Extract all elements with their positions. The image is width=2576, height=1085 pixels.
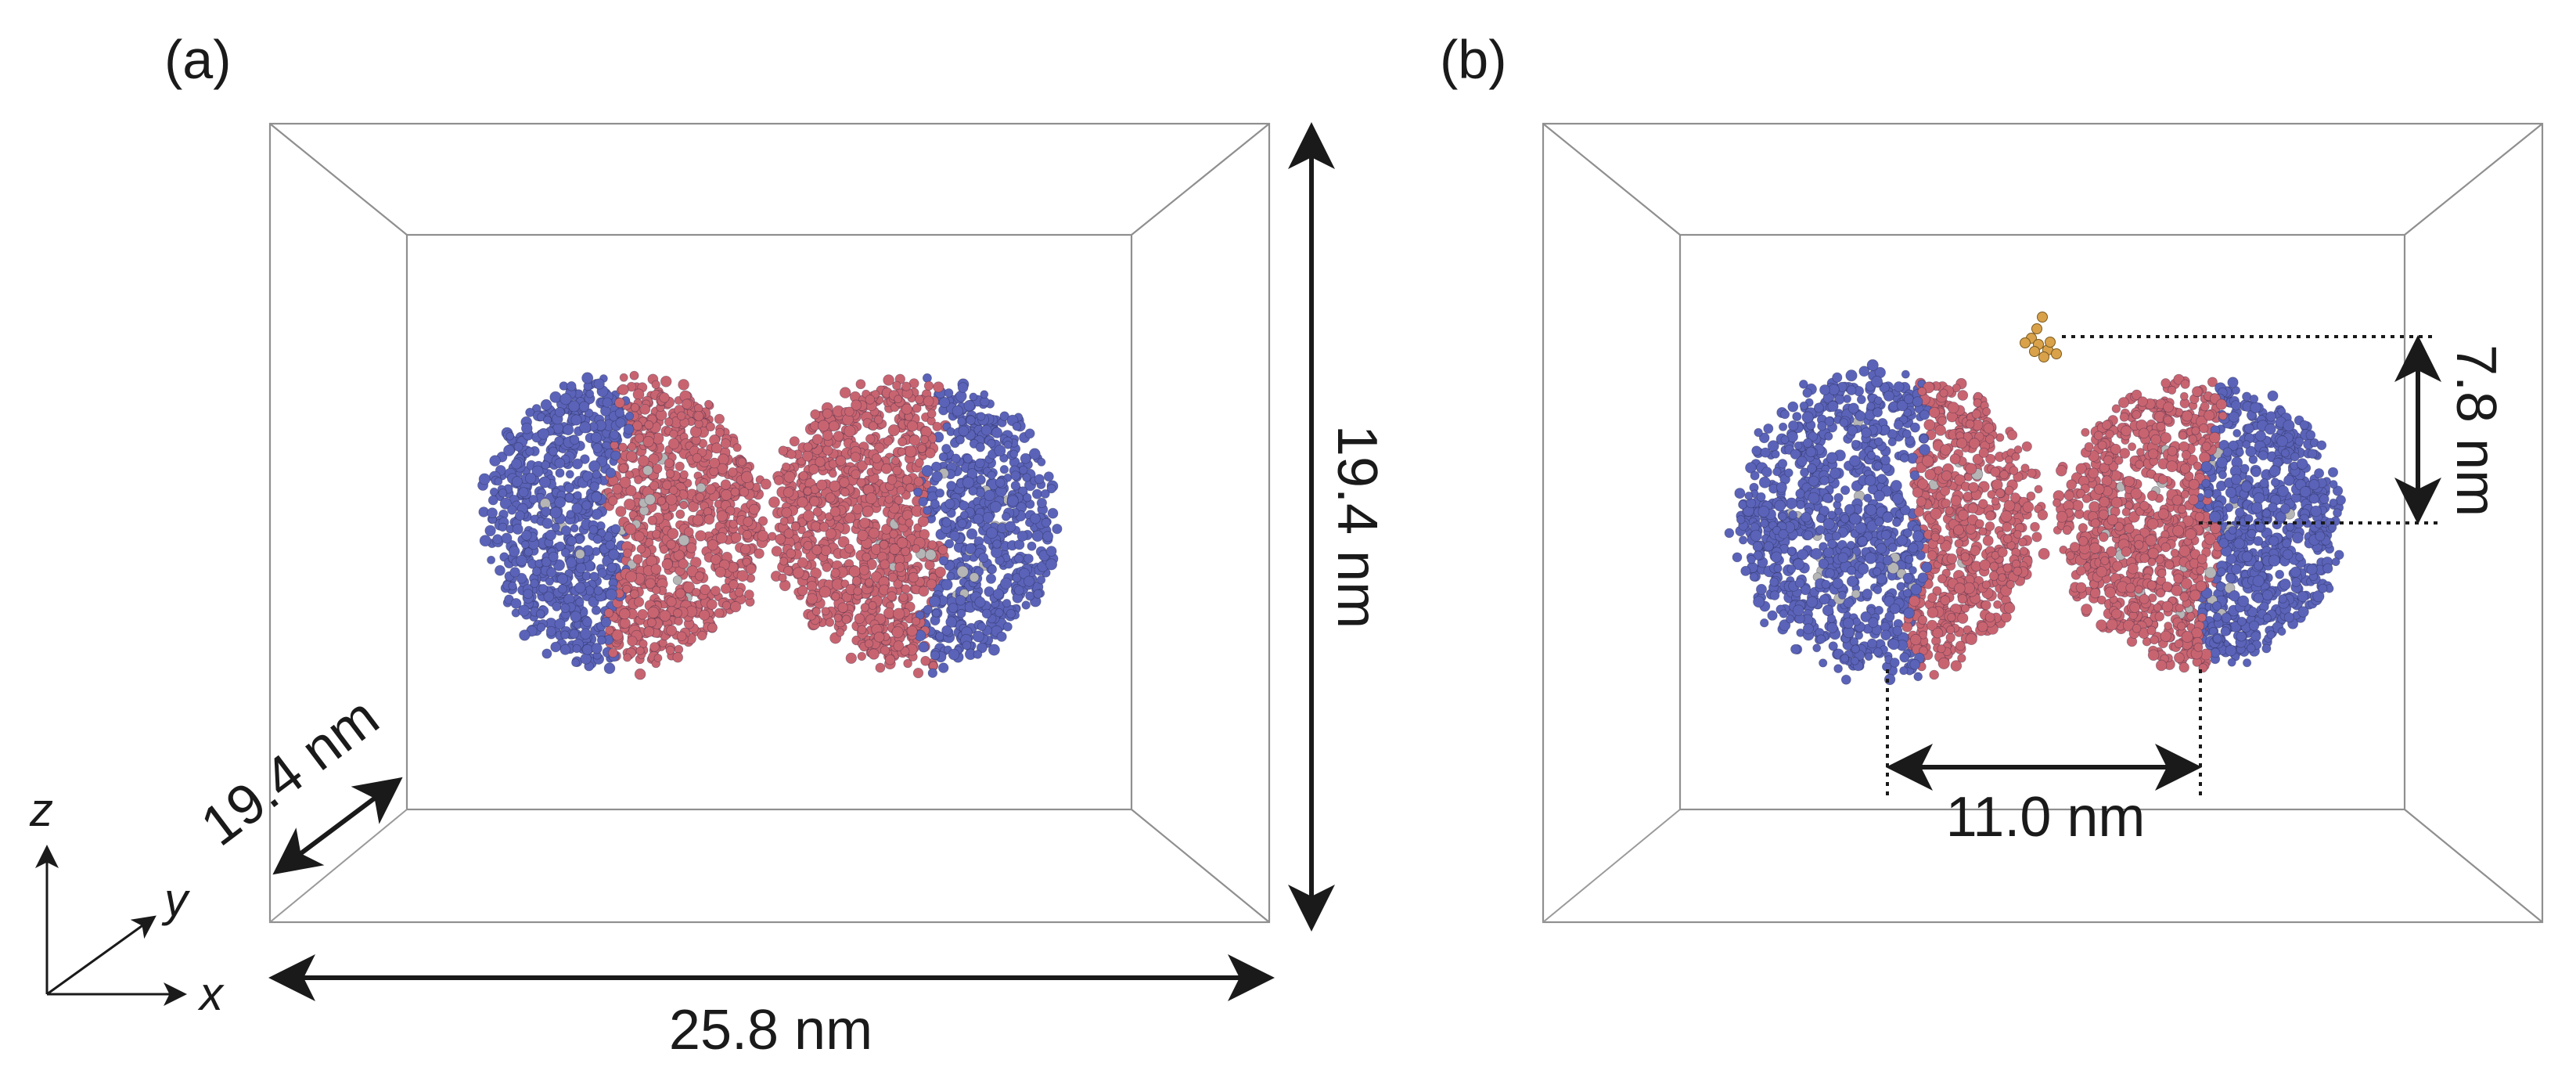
nanoparticle-b-right <box>2052 373 2346 673</box>
simulation-box-a <box>268 122 1271 924</box>
panel-a-label: (a) <box>164 29 232 90</box>
nanoparticle-b-left <box>1724 359 2050 686</box>
axis-x-label: x <box>197 968 225 1020</box>
width-label-a: 25.8 nm <box>669 999 872 1062</box>
depth-label-a: 19.4 nm <box>190 686 390 858</box>
nanoparticle-a-right <box>768 373 1063 679</box>
axis-z-label: z <box>29 784 53 836</box>
simulation-box-b <box>1542 122 2544 924</box>
depth-arrow-a <box>272 777 403 875</box>
panel-b: (b) 7.8 nm 11.0 nm <box>1440 29 2544 924</box>
panel-b-label: (b) <box>1440 29 1507 90</box>
height-offset-label-b: 7.8 nm <box>2445 344 2507 517</box>
detached-molecule <box>2020 312 2062 362</box>
separation-label-b: 11.0 nm <box>1946 786 2146 849</box>
panel-a: (a) 19.4 nm 19.4 nm 25.8 nm z x <box>29 29 1388 1062</box>
axis-y-label: y <box>161 874 191 926</box>
nanoparticle-a-left <box>477 370 772 680</box>
height-label-a: 19.4 nm <box>1326 425 1388 629</box>
axis-triad: z x y <box>29 784 225 1020</box>
